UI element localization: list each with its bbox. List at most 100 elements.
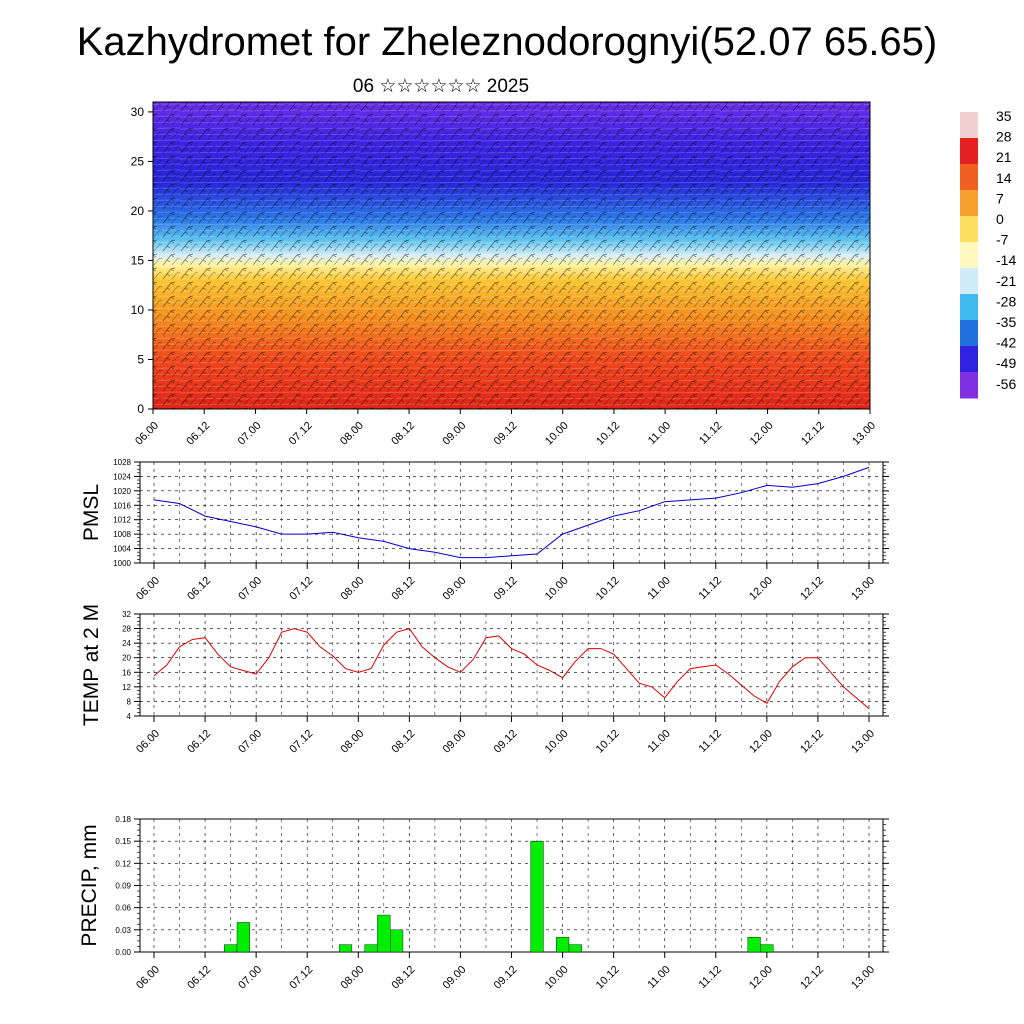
y-tick-label: 5: [137, 352, 144, 366]
precip-bar: [530, 840, 544, 953]
colorbar-swatch: [960, 268, 978, 295]
colorbar-swatch: [960, 346, 978, 373]
x-tick-label: 09.00: [441, 728, 469, 756]
x-tick-label: 08.00: [338, 728, 366, 756]
y-tick-label: 1004: [113, 545, 131, 554]
y-tick-label: 20: [131, 204, 145, 218]
colorbar-label: -42: [996, 335, 1016, 351]
x-tick-label: 10.12: [594, 964, 622, 992]
y-axis-label: TEMP at 2 M: [80, 604, 103, 726]
y-tick-label: 4: [127, 712, 132, 721]
series-line: [153, 466, 870, 559]
y-tick-label: 1024: [113, 472, 131, 481]
x-tick-label: 10.00: [543, 420, 571, 448]
x-tick-label: 06.00: [134, 728, 162, 756]
y-tick-label: 1028: [113, 458, 131, 467]
x-tick-label: 11.12: [697, 420, 724, 447]
y-tick-label: 0.00: [115, 948, 131, 957]
colorbar-swatch: [960, 294, 978, 321]
pmsl-panel: 06.00 06.12 07.00 07.12 08.00 08.12 09.00 09.12…: [80, 458, 889, 603]
x-tick-label: 11.00: [645, 728, 672, 755]
series-line: [153, 628, 870, 710]
x-tick-label: 08.12: [390, 728, 418, 756]
x-tick-label: 11.12: [697, 575, 724, 602]
y-tick-label: 28: [122, 625, 131, 634]
x-tick-label: 08.00: [338, 420, 366, 448]
y-tick-label: 24: [122, 639, 131, 648]
x-tick-label: 06.00: [134, 964, 162, 992]
y-tick-label: 0.15: [115, 837, 131, 846]
x-tick-label: 12.00: [747, 964, 775, 992]
x-tick-label: 08.12: [389, 420, 417, 448]
colorbar-swatch: [960, 190, 978, 217]
x-tick-label: 10.00: [543, 728, 571, 756]
colorbar-swatch: [960, 242, 978, 269]
colorbar: 35 28 21 14 7 0 -7 -14 -21 -28 -35 -42 -49 -56: [960, 108, 1016, 399]
precip-bar: [377, 914, 391, 953]
colorbar-label: 28: [996, 129, 1012, 145]
colorbar-label: 35: [996, 108, 1012, 124]
x-tick-label: 09.00: [441, 575, 469, 603]
x-tick-label: 07.00: [236, 964, 264, 992]
y-tick-label: 12: [122, 683, 131, 692]
y-tick-label: 0: [137, 402, 144, 416]
x-tick-label: 07.00: [236, 420, 264, 448]
y-tick-label: 30: [131, 105, 145, 119]
x-tick-label: 11.12: [697, 728, 724, 755]
cross-section-heatmap: 0 5 10 15 20 25 30 06.00 06.12 07.00 07.12 08.00 08…: [131, 101, 878, 448]
precip-bar: [555, 937, 570, 953]
x-tick-label: 06.12: [185, 964, 213, 992]
x-tick-label: 12.00: [747, 575, 775, 603]
y-tick-label: 15: [131, 253, 145, 267]
y-tick-label: 8: [127, 697, 132, 706]
x-tick-label: 13.00: [850, 420, 878, 448]
y-tick-label: 25: [131, 154, 145, 168]
x-tick-label: 07.12: [287, 575, 315, 603]
colorbar-label: -56: [996, 376, 1016, 392]
precip-bar: [338, 944, 353, 953]
y-tick-label: 16: [122, 668, 131, 677]
colorbar-label: -7: [996, 232, 1009, 248]
x-tick-label: 11.00: [646, 420, 673, 447]
x-tick-label: 10.12: [594, 728, 622, 756]
x-tick-label: 13.00: [849, 575, 877, 603]
x-tick-label: 07.12: [287, 420, 315, 448]
x-tick-label: 12.12: [798, 575, 826, 603]
colorbar-label: 7: [996, 190, 1004, 206]
colorbar-label: 14: [996, 170, 1012, 186]
x-tick-label: 07.12: [287, 728, 315, 756]
colorbar-swatch: [960, 138, 978, 165]
x-tick-label: 07.00: [236, 728, 264, 756]
y-tick-label: 0.09: [115, 882, 131, 891]
heatmap-y-axis: 0 5 10 15 20 25 30: [131, 105, 153, 416]
x-tick-label: 12.00: [747, 728, 775, 756]
y-axis-label: PMSL: [80, 484, 103, 541]
x-tick-label: 09.00: [440, 420, 468, 448]
x-tick-label: 09.12: [492, 728, 520, 756]
y-tick-label: 1008: [113, 530, 131, 539]
colorbar-swatch: [960, 164, 978, 191]
colorbar-swatch: [960, 112, 978, 139]
x-tick-label: 10.00: [543, 575, 571, 603]
x-tick-label: 07.12: [287, 964, 315, 992]
x-tick-label: 08.12: [390, 964, 418, 992]
precip-bar: [568, 944, 582, 953]
colorbar-label: -35: [996, 314, 1016, 330]
x-tick-label: 06.12: [185, 728, 213, 756]
precip-bar: [224, 944, 238, 953]
precip-bar: [236, 922, 250, 953]
x-tick-label: 12.12: [798, 728, 826, 756]
x-tick-label: 09.12: [492, 964, 520, 992]
x-tick-label: 10.12: [594, 420, 622, 448]
y-tick-label: 0.12: [115, 859, 131, 868]
x-tick-label: 12.00: [748, 420, 776, 448]
precip-bar: [747, 937, 761, 953]
colorbar-label: -28: [996, 293, 1016, 309]
precipitation-panel: 06.00 06.12 07.00 07.12 08.00 08.12 09.00 09.12…: [78, 815, 889, 992]
x-tick-label: 06.00: [134, 575, 162, 603]
x-tick-label: 08.12: [390, 575, 418, 603]
y-tick-label: 32: [122, 610, 131, 619]
y-tick-label: 1012: [113, 516, 131, 525]
x-tick-label: 11.00: [645, 575, 672, 602]
x-tick-label: 08.00: [338, 964, 366, 992]
